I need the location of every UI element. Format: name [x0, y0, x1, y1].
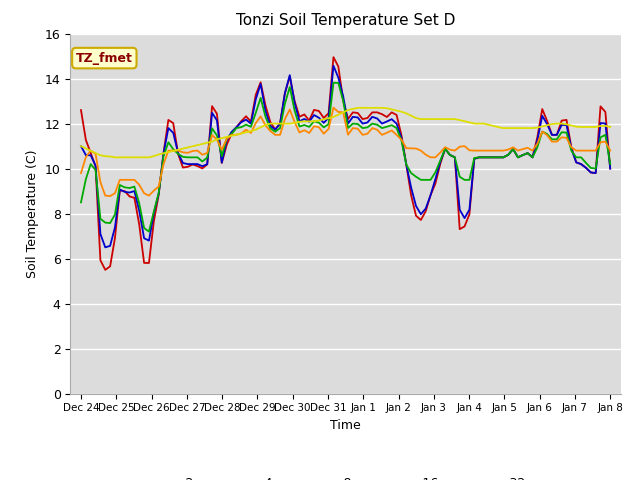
- X-axis label: Time: Time: [330, 419, 361, 432]
- Y-axis label: Soil Temperature (C): Soil Temperature (C): [26, 149, 39, 278]
- Title: Tonzi Soil Temperature Set D: Tonzi Soil Temperature Set D: [236, 13, 455, 28]
- Legend: -2cm, -4cm, -8cm, -16cm, -32cm: -2cm, -4cm, -8cm, -16cm, -32cm: [141, 472, 550, 480]
- Text: TZ_fmet: TZ_fmet: [76, 51, 132, 65]
